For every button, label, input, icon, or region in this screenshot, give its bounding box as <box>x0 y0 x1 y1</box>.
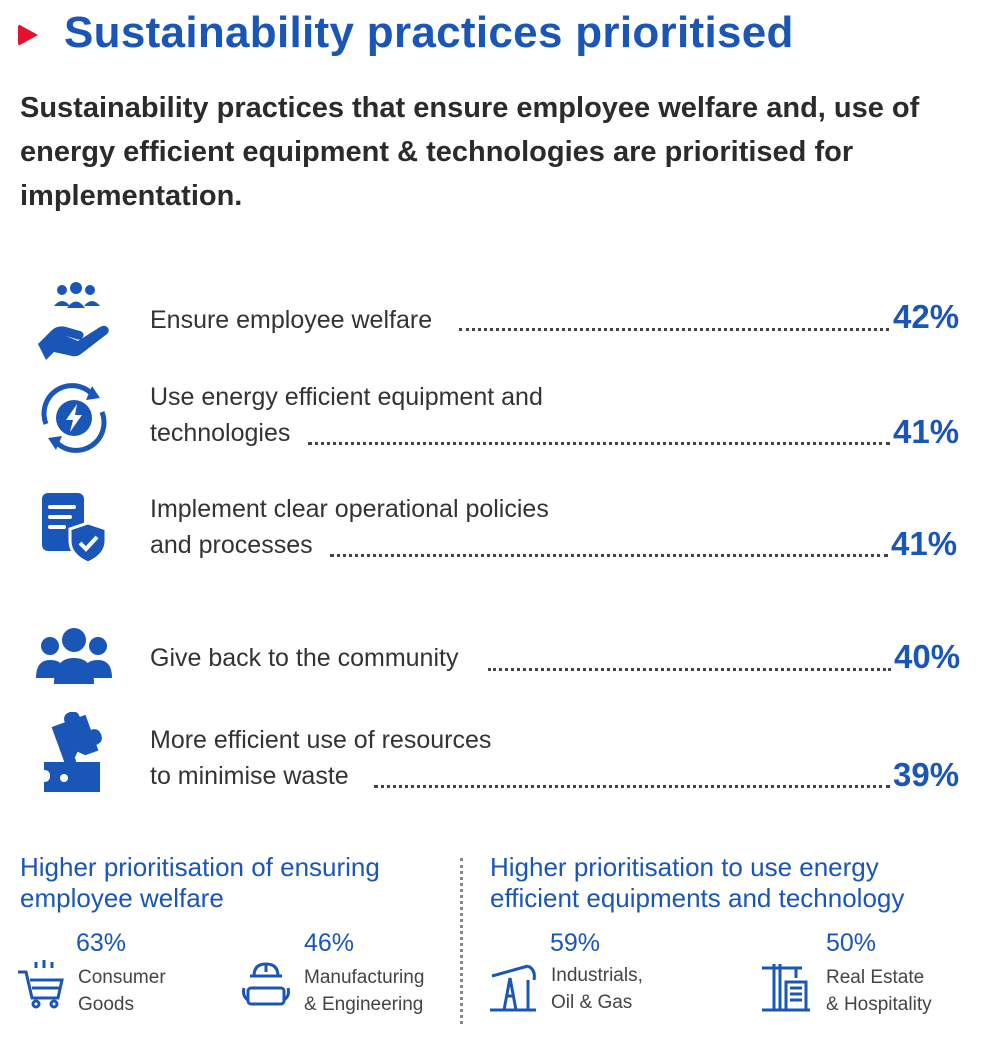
practice-label-line2: technologies <box>150 419 291 447</box>
practice-label-line1: Implement clear operational policies <box>150 495 549 523</box>
energy-heading: Higher prioritisation to use energy effi… <box>490 852 904 914</box>
practice-percent: 41% <box>893 413 960 450</box>
subtitle: Sustainability practices that ensure emp… <box>20 92 920 212</box>
practice-label-line2: and processes <box>150 531 313 559</box>
stat-label-line2: & Engineering <box>304 994 424 1015</box>
stat-label: Manufacturing & Engineering <box>304 964 424 1018</box>
dot-leader <box>308 442 890 445</box>
stat-label-line1: Industrials, <box>551 965 643 986</box>
practice-label: Give back to the community <box>150 644 459 672</box>
header: Sustainability practices prioritised <box>18 8 794 58</box>
stat-percent: 63% <box>76 929 127 957</box>
practice-label: Ensure employee welfare <box>150 306 433 334</box>
energy-heading-line1: Higher prioritisation to use energy <box>490 852 879 882</box>
dot-leader <box>374 785 890 788</box>
shopping-cart-icon <box>18 960 64 1009</box>
section-divider <box>460 858 463 1024</box>
community-group-icon <box>36 628 112 684</box>
page-title: Sustainability practices prioritised <box>64 8 794 57</box>
practice-percent: 41% <box>891 525 958 562</box>
dot-leader <box>330 554 888 557</box>
stat-label-line2: Goods <box>78 994 134 1015</box>
oil-pump-icon <box>490 964 536 1012</box>
building-crane-icon <box>762 964 810 1012</box>
stat-label-line2: Oil & Gas <box>551 992 633 1013</box>
stat-label: Real Estate & Hospitality <box>826 964 932 1018</box>
stat-label-line1: Manufacturing <box>304 967 425 988</box>
practice-label-line1: More efficient use of resources <box>150 726 492 754</box>
stat-label-line1: Consumer <box>78 967 166 988</box>
people-hand-icon <box>38 282 109 360</box>
policy-shield-icon <box>42 493 108 565</box>
stat-percent: 46% <box>304 929 355 957</box>
stat-percent: 59% <box>550 929 601 957</box>
practice-percent: 42% <box>893 298 960 335</box>
welfare-heading-line2: employee welfare <box>20 883 224 913</box>
worker-helmet-icon <box>242 962 290 1006</box>
practice-label-line2: to minimise waste <box>150 762 349 790</box>
energy-cycle-icon <box>41 383 107 453</box>
welfare-heading: Higher prioritisation of ensuring employ… <box>20 852 380 914</box>
red-triangle-marker <box>18 24 38 46</box>
practice-percent: 40% <box>894 638 961 675</box>
stat-percent: 50% <box>826 929 877 957</box>
dot-leader <box>488 668 891 671</box>
energy-heading-line2: efficient equipments and technology <box>490 883 905 913</box>
practice-label-line1: Use energy efficient equipment and <box>150 383 543 411</box>
stat-label: Consumer Goods <box>78 964 166 1018</box>
practice-percent: 39% <box>893 756 960 793</box>
dot-leader <box>459 328 889 331</box>
puzzle-pieces-icon <box>44 712 102 792</box>
stat-label: Industrials, Oil & Gas <box>551 962 643 1016</box>
welfare-heading-line1: Higher prioritisation of ensuring <box>20 852 380 882</box>
stat-label-line2: & Hospitality <box>826 994 932 1015</box>
stat-label-line1: Real Estate <box>826 967 925 988</box>
